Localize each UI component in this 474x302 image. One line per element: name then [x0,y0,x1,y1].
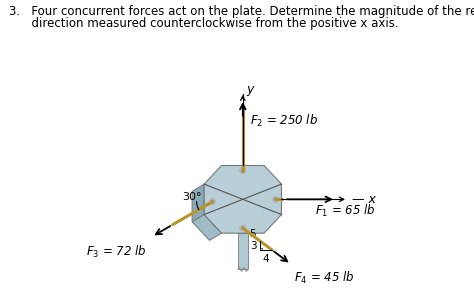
Text: — x: — x [352,193,375,206]
Text: 3: 3 [250,241,256,251]
Polygon shape [204,165,282,233]
Circle shape [210,199,215,204]
Polygon shape [192,214,221,240]
Text: y: y [246,83,254,96]
Circle shape [240,168,246,173]
Text: direction measured counterclockwise from the positive x axis.: direction measured counterclockwise from… [9,17,398,30]
Circle shape [273,197,278,202]
Text: 5: 5 [249,229,255,239]
Text: 3.   Four concurrent forces act on the plate. Determine the magnitude of the res: 3. Four concurrent forces act on the pla… [9,5,474,18]
Text: $F_4$ = 45 lb: $F_4$ = 45 lb [293,270,354,287]
Text: $F_1$ = 65 lb: $F_1$ = 65 lb [315,203,376,220]
Text: $F_2$ = 250 lb: $F_2$ = 250 lb [250,113,318,129]
Text: 30°: 30° [182,192,201,202]
Polygon shape [238,233,247,269]
Text: 4: 4 [263,254,270,264]
Polygon shape [192,184,204,222]
Text: $F_3$ = 72 lb: $F_3$ = 72 lb [86,244,147,260]
Circle shape [240,225,246,231]
